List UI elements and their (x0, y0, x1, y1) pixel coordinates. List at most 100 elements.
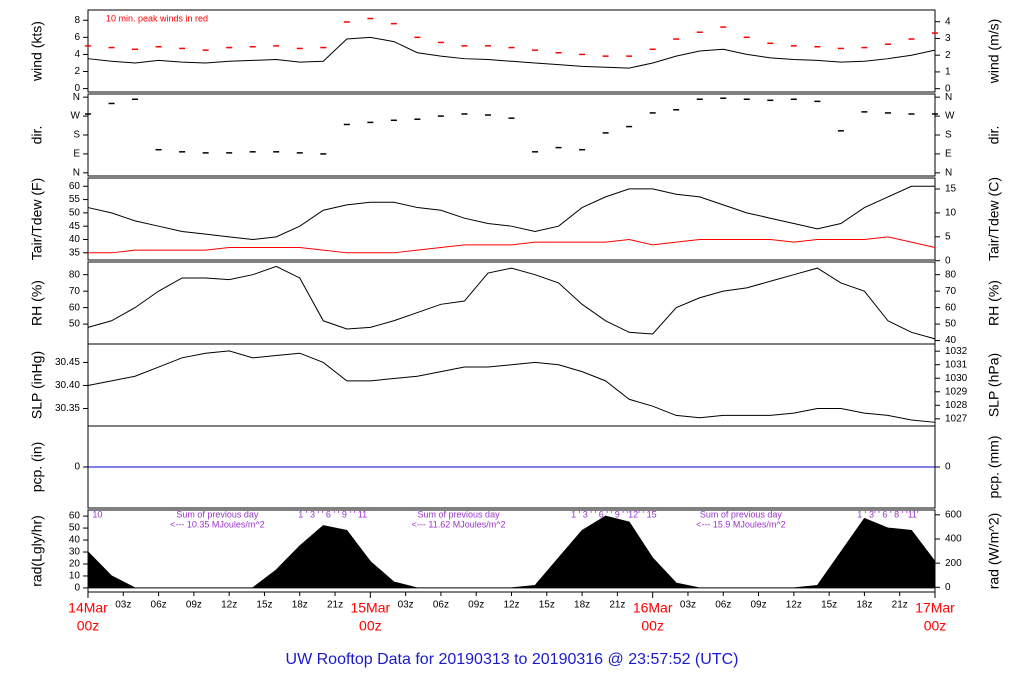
y-tick-label: 0 (74, 83, 80, 94)
hour-marker: 1 ' 3' ' 6 ' 8 ' '11' (857, 509, 919, 519)
y2-axis-label: wind (m/s) (986, 19, 1002, 85)
y-tick-label: 35 (69, 247, 81, 258)
y2-tick-label: 4 (945, 16, 951, 27)
line (87, 36, 936, 69)
x-tick-label: 21z (327, 600, 343, 611)
x-tick-label: 03z (680, 600, 696, 611)
y-tick-label: 60 (69, 181, 81, 192)
y2-axis-label: rad (W/m^2) (986, 513, 1002, 590)
panel-frame (87, 9, 936, 93)
y-axis-label: wind (kts) (29, 21, 45, 82)
y2-tick-label: 10 (945, 208, 957, 219)
x-tick-label: 09z (468, 600, 484, 611)
y-tick-label: N (73, 92, 80, 103)
y-axis-label: dir. (29, 126, 45, 145)
x-tick-label: 18z (292, 600, 308, 611)
x-tick-label: 12z (786, 600, 802, 611)
y2-tick-label: 60 (945, 302, 957, 313)
day-time: 00z (641, 618, 664, 634)
x-tick-label: 12z (503, 600, 519, 611)
y2-tick-label: N (945, 92, 952, 103)
y2-tick-label: 1032 (945, 346, 968, 357)
y2-tick-label: 1028 (945, 400, 968, 411)
annotation: 10 min. peak winds in red (106, 13, 208, 23)
y-axis-label: Tair/Tdew (F) (29, 178, 45, 260)
line (87, 350, 936, 423)
y2-tick-label: 40 (945, 335, 957, 346)
day-label: 16Mar (633, 600, 673, 616)
day-sum: Sum of previous day (700, 509, 783, 519)
y-tick-label: 50 (69, 208, 81, 219)
x-tick-label: 06z (151, 600, 167, 611)
x-tick-label: 03z (115, 600, 131, 611)
y-tick-label: 55 (69, 194, 81, 205)
hour-marker: 10 (92, 509, 102, 519)
y2-tick-label: 0 (945, 255, 951, 266)
y-tick-label: 2 (74, 66, 80, 77)
day-label: 14Mar (68, 600, 108, 616)
y-axis-label: SLP (inHg) (29, 351, 45, 419)
x-tick-label: 18z (574, 600, 590, 611)
y2-axis-label: SLP (hPa) (986, 353, 1002, 417)
y-tick-label: 30 (69, 547, 81, 558)
x-tick-label: 06z (433, 600, 449, 611)
y-tick-label: 40 (69, 535, 81, 546)
y-tick-label: 10 (69, 571, 81, 582)
y-tick-label: 30.35 (55, 403, 80, 414)
y2-tick-label: 1 (945, 67, 951, 78)
x-tick-label: 12z (221, 600, 237, 611)
y2-tick-label: 600 (945, 509, 962, 520)
hour-marker: 1 ' 3 ' ' 6 ' ' 9 ' '12' ' 15 (571, 509, 657, 519)
day-sum: <--- 10.35 MJoules/m^2 (170, 519, 265, 529)
x-tick-label: 09z (186, 600, 202, 611)
y2-tick-label: 5 (945, 231, 951, 242)
y2-tick-label: S (945, 130, 952, 141)
y2-tick-label: 0 (945, 582, 951, 593)
y-tick-label: 50 (69, 319, 81, 330)
y2-tick-label: 2 (945, 50, 951, 61)
day-sum: Sum of previous day (176, 509, 259, 519)
y-tick-label: 6 (74, 32, 80, 43)
y2-tick-label: 15 (945, 184, 957, 195)
y2-tick-label: 0 (945, 462, 951, 473)
y-tick-label: 8 (74, 15, 80, 26)
y-tick-label: S (73, 130, 80, 141)
x-tick-label: 15z (539, 600, 555, 611)
y2-axis-label: dir. (986, 126, 1002, 145)
y2-tick-label: N (945, 167, 952, 178)
y2-tick-label: 400 (945, 534, 962, 545)
day-sum: Sum of previous day (418, 509, 501, 519)
y-tick-label: N (73, 167, 80, 178)
y2-tick-label: 0 (945, 83, 951, 94)
y-tick-label: 60 (69, 511, 81, 522)
y-tick-label: 70 (69, 286, 81, 297)
y2-tick-label: E (945, 149, 952, 160)
y2-axis-label: Tair/Tdew (C) (986, 177, 1002, 261)
y-tick-label: 30.45 (55, 357, 80, 368)
x-tick-label: 03z (398, 600, 414, 611)
area (87, 515, 936, 589)
y2-tick-label: 80 (945, 269, 957, 280)
y-tick-label: 0 (74, 462, 80, 473)
x-tick-label: 06z (715, 600, 731, 611)
y-axis-label: RH (%) (29, 280, 45, 326)
y2-tick-label: 1031 (945, 359, 968, 370)
x-tick-label: 21z (609, 600, 625, 611)
x-tick-label: 21z (892, 600, 908, 611)
y-tick-label: 45 (69, 221, 81, 232)
panel-frame (87, 177, 936, 261)
y-tick-label: 30.40 (55, 380, 80, 391)
day-time: 00z (924, 618, 947, 634)
x-tick-label: 18z (856, 600, 872, 611)
line (87, 185, 935, 241)
chart-title: UW Rooftop Data for 20190313 to 20190316… (286, 651, 739, 668)
x-tick-label: 09z (750, 600, 766, 611)
hour-marker: 1 ' 3 ' ' 6 ' ' 9 ' ' 11 (298, 509, 367, 519)
line (88, 236, 936, 254)
y2-tick-label: 1027 (945, 413, 968, 424)
day-time: 00z (77, 618, 100, 634)
day-sum: <--- 15.9 MJoules/m^2 (696, 519, 786, 529)
y-tick-label: W (71, 111, 81, 122)
y-tick-label: 80 (69, 269, 81, 280)
